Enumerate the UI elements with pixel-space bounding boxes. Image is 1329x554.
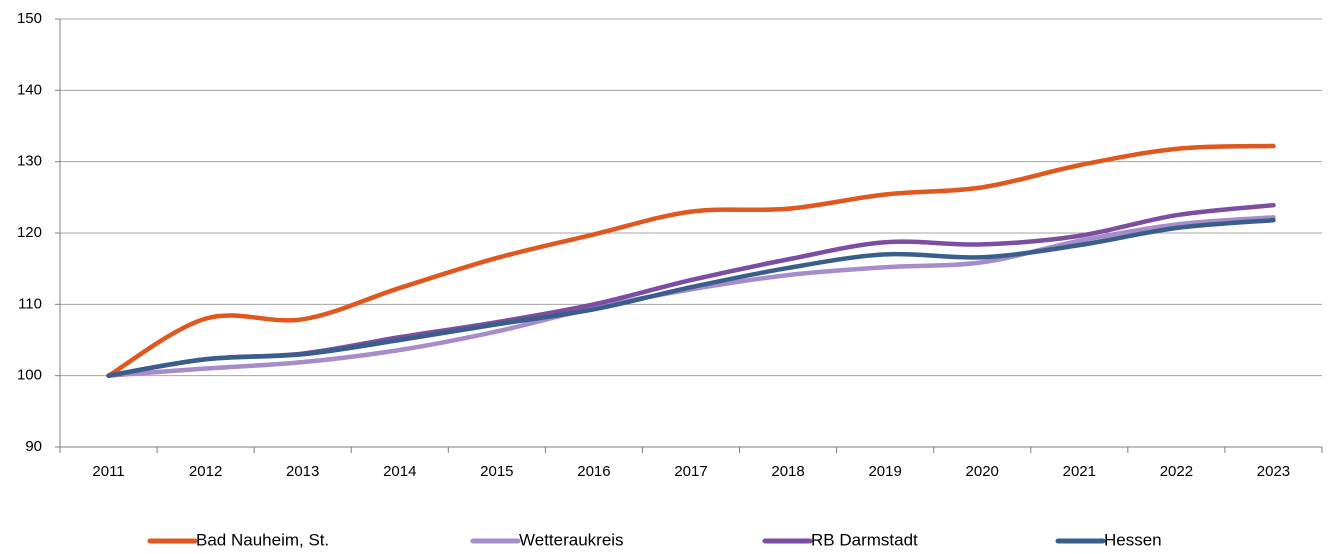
x-tick-label: 2016 (577, 463, 610, 480)
legend-label: Bad Nauheim, St. (196, 530, 329, 549)
x-tick-label: 2021 (1063, 463, 1096, 480)
series-line (106, 143, 1276, 378)
y-tick-label: 130 (17, 153, 42, 170)
x-tick-label: 2018 (771, 463, 804, 480)
x-tick-label: 2014 (383, 463, 416, 480)
x-tick-label: 2011 (92, 463, 124, 480)
x-tick-label: 2023 (1257, 463, 1290, 480)
y-tick-label: 90 (25, 438, 42, 455)
y-tick-label: 140 (17, 81, 42, 98)
legend-label: RB Darmstadt (811, 530, 918, 549)
x-tick-label: 2022 (1160, 463, 1193, 480)
x-tick-label: 2020 (966, 463, 999, 480)
legend-label: Hessen (1104, 530, 1162, 549)
series-line (106, 217, 1276, 378)
x-tick-label: 2012 (189, 463, 222, 480)
x-tick-label: 2019 (868, 463, 901, 480)
y-tick-label: 100 (17, 367, 42, 384)
x-tick-label: 2015 (480, 463, 513, 480)
y-tick-label: 110 (18, 295, 42, 312)
y-tick-label: 150 (17, 10, 42, 27)
y-tick-label: 120 (17, 224, 42, 241)
x-tick-label: 2017 (674, 463, 707, 480)
legend-label: Wetteraukreis (519, 530, 624, 549)
x-tick-label: 2013 (286, 463, 319, 480)
